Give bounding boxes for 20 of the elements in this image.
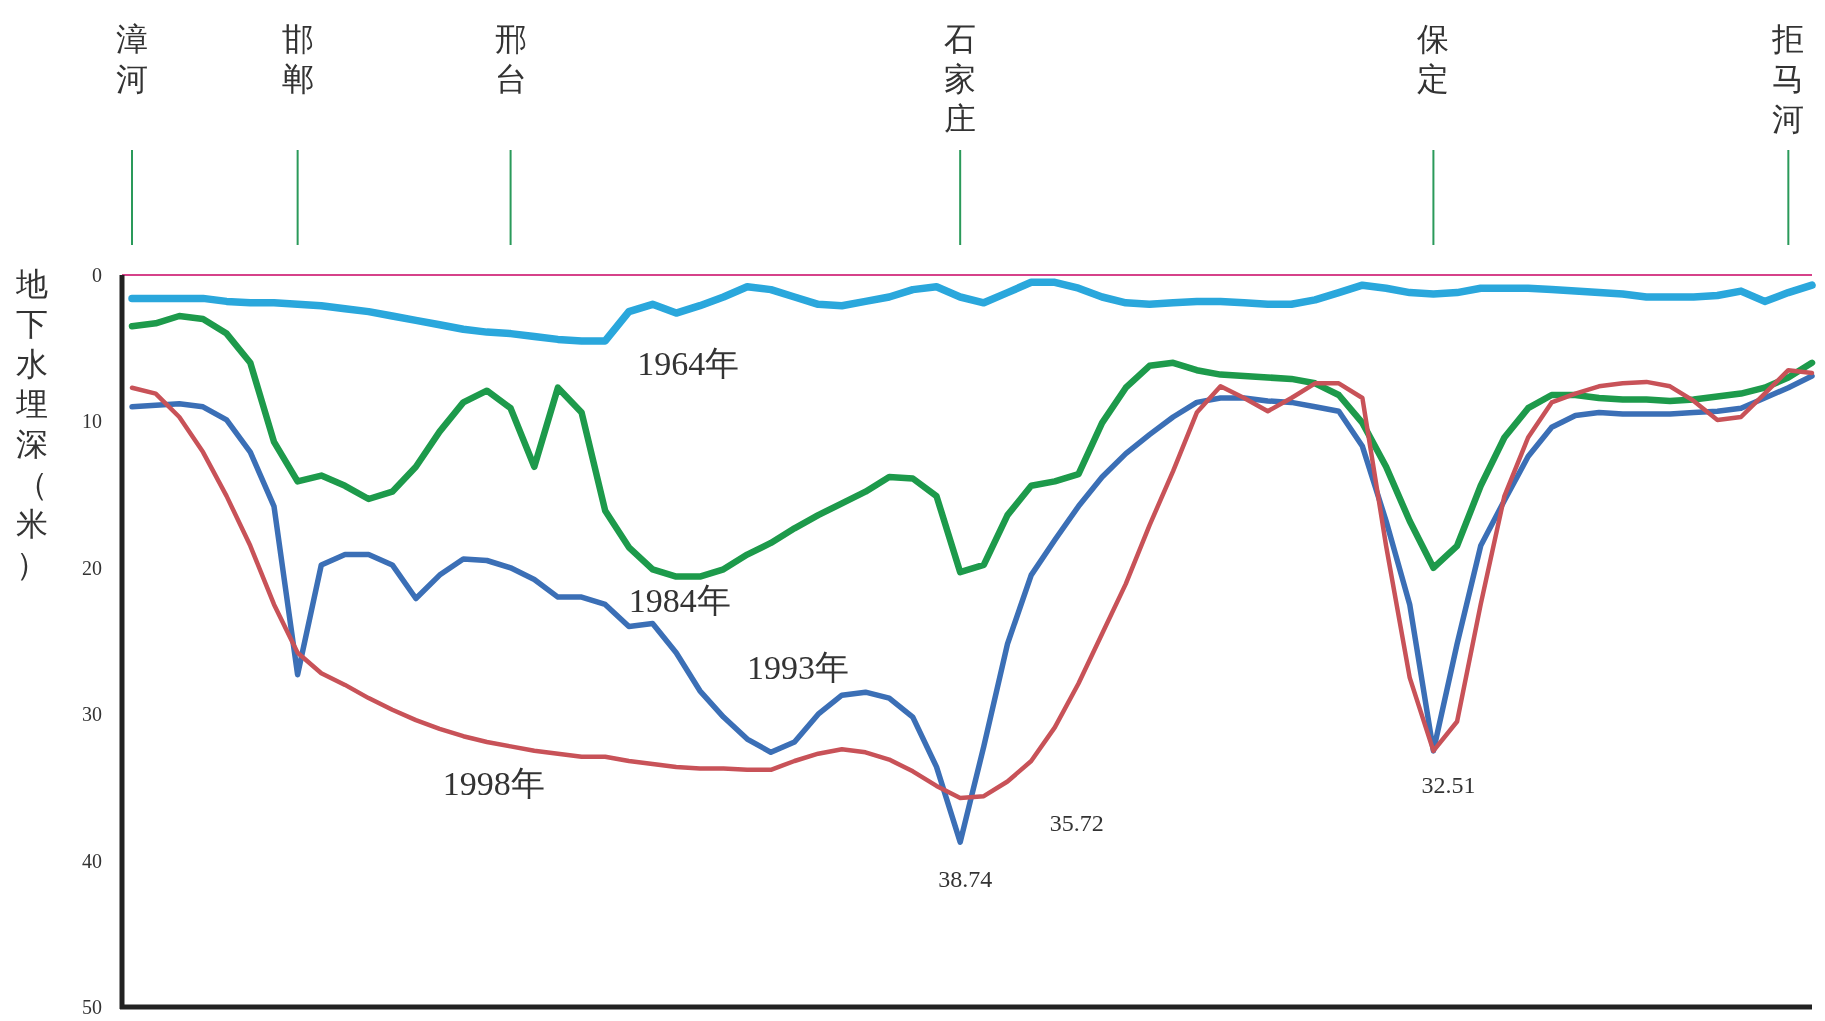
y-tick-label: 50 [82,996,102,1018]
annotation: 32.51 [1421,771,1476,798]
x-tick-label: 邯郸 [281,20,314,98]
x-tick-label: 漳河 [116,20,148,98]
series-label: 1993年 [747,649,849,687]
x-tick-label: 石家庄 [944,20,977,138]
y-tick-label: 20 [82,556,102,579]
y-axis-title: 地下水埋深（米） [15,265,48,583]
y-tick-label: 40 [82,849,102,872]
annotation: 35.72 [1049,810,1104,837]
series-label: 1984年 [628,581,731,619]
y-tick-label: 10 [82,410,102,433]
x-tick-label: 邢台 [494,20,527,98]
y-tick-label: 0 [92,264,102,286]
annotation: 38.74 [938,866,993,893]
y-tick-label: 30 [82,703,102,726]
x-tick-label: 保定 [1417,20,1450,98]
series-label: 1998年 [442,764,545,802]
x-tick-label: 拒马河 [1771,20,1805,138]
series-label: 1964年 [637,344,740,382]
